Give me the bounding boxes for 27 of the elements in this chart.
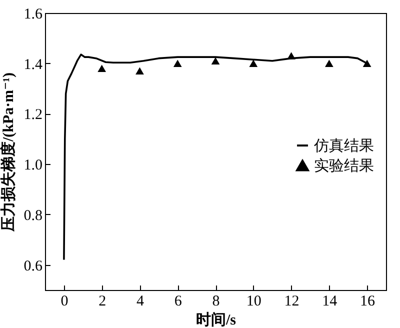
x-tick-label: 14 [322, 294, 338, 310]
y-axis-title: 压力损失梯度/(kPa·m⁻¹) [0, 72, 17, 233]
point [324, 60, 334, 67]
x-tick-label: 10 [246, 294, 262, 310]
x-axis-title: 时间/s [196, 312, 236, 328]
x-tick-label: 8 [212, 294, 220, 310]
y-tick-label: 1.2 [24, 107, 42, 124]
y-tick-label: 1.0 [24, 158, 42, 174]
point [287, 52, 296, 60]
legend-label: 实验结果 [314, 158, 374, 174]
x-tick-label: 12 [284, 294, 300, 310]
point [211, 57, 220, 64]
point [362, 60, 372, 67]
x-tick-label: 16 [360, 294, 376, 310]
point [249, 60, 258, 67]
point [136, 67, 144, 75]
y-tick-label: 0.8 [24, 208, 42, 224]
y-tick-label: 1.4 [24, 56, 43, 73]
x-tick-label: 0 [60, 294, 68, 310]
x-tick-label: 2 [98, 294, 106, 310]
y-tick-label: 1.6 [24, 6, 43, 22]
point [173, 60, 182, 67]
x-tick-label: 6 [174, 294, 182, 310]
point [98, 64, 106, 72]
legend-label: 仿真结果 [313, 138, 374, 154]
y-tick-label: 0.6 [24, 258, 43, 274]
x-tick-label: 4 [136, 294, 144, 310]
